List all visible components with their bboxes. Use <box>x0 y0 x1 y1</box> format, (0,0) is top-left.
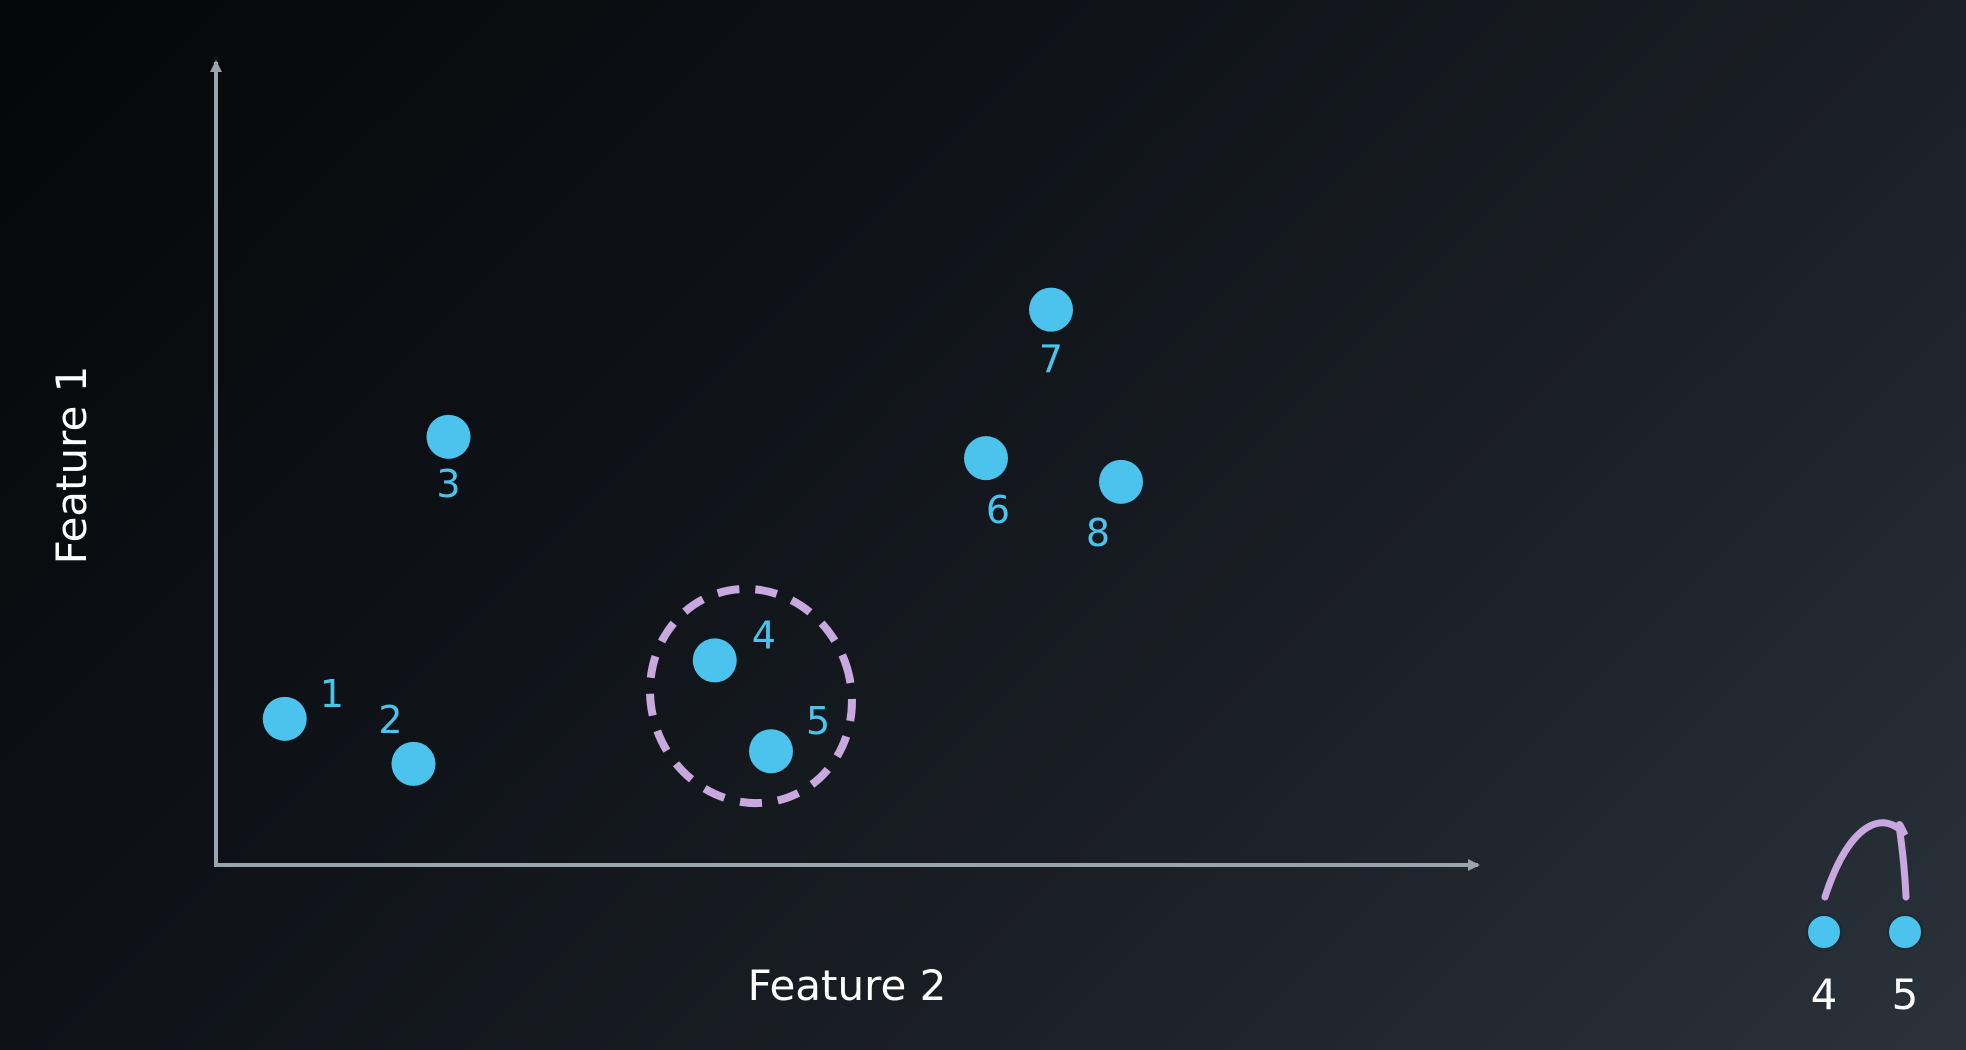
data-point-2 <box>391 741 436 786</box>
data-point-4 <box>692 638 737 683</box>
x-axis-label: Feature 2 <box>748 961 947 1010</box>
data-point-7 <box>1029 287 1073 332</box>
data-point-1 <box>262 696 307 741</box>
dendrogram: 4 5 <box>1806 819 1923 1019</box>
y-axis-label: Feature 1 <box>47 366 96 565</box>
data-point-label-1: 1 <box>320 672 344 716</box>
data-point-label-8: 8 <box>1086 511 1110 555</box>
data-point-label-3: 3 <box>436 462 460 506</box>
data-point-5 <box>749 729 793 774</box>
data-point-6 <box>964 436 1008 481</box>
dendrogram-link <box>1821 819 1910 901</box>
points-layer: 12 3 45 6 7 8 <box>262 287 1143 786</box>
data-point-label-7: 7 <box>1039 338 1063 382</box>
data-point-label-4: 4 <box>752 613 776 657</box>
data-point-8 <box>1099 459 1143 504</box>
data-point-3 <box>426 414 471 459</box>
data-point-label-5: 5 <box>806 699 830 743</box>
dendrogram-leaf-label-5: 5 <box>1892 970 1919 1019</box>
dendrogram-leaf-5 <box>1887 914 1923 950</box>
cluster-highlight-ring <box>646 584 856 808</box>
dendrogram-leaf-label-4: 4 <box>1811 970 1838 1019</box>
dendrogram-leaf-4 <box>1806 914 1842 950</box>
data-point-label-6: 6 <box>986 488 1010 532</box>
data-point-label-2: 2 <box>378 698 402 742</box>
